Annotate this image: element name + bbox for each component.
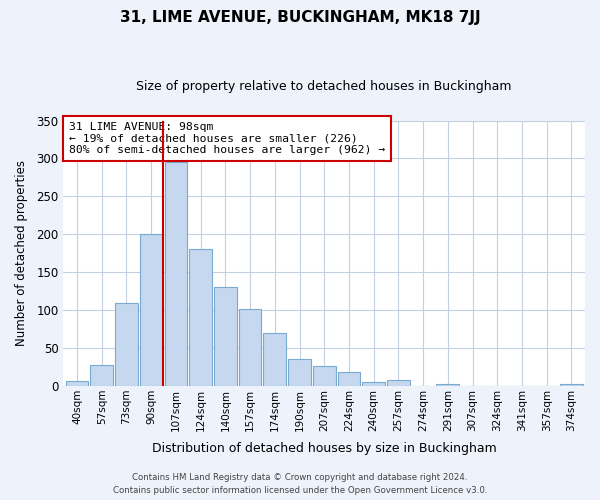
Y-axis label: Number of detached properties: Number of detached properties: [15, 160, 28, 346]
Bar: [313, 366, 335, 386]
Bar: [239, 308, 262, 386]
Bar: [140, 234, 163, 386]
Text: Contains HM Land Registry data © Crown copyright and database right 2024.
Contai: Contains HM Land Registry data © Crown c…: [113, 473, 487, 495]
Bar: [91, 365, 113, 386]
Bar: [65, 380, 88, 386]
Bar: [560, 384, 583, 386]
Bar: [189, 250, 212, 386]
Bar: [214, 288, 237, 386]
Bar: [288, 360, 311, 386]
Bar: [263, 333, 286, 386]
Bar: [338, 372, 361, 386]
Bar: [115, 302, 138, 386]
Bar: [387, 380, 410, 386]
Text: 31, LIME AVENUE, BUCKINGHAM, MK18 7JJ: 31, LIME AVENUE, BUCKINGHAM, MK18 7JJ: [119, 10, 481, 25]
Text: 31 LIME AVENUE: 98sqm
← 19% of detached houses are smaller (226)
80% of semi-det: 31 LIME AVENUE: 98sqm ← 19% of detached …: [68, 122, 385, 155]
X-axis label: Distribution of detached houses by size in Buckingham: Distribution of detached houses by size …: [152, 442, 497, 455]
Bar: [436, 384, 459, 386]
Bar: [362, 382, 385, 386]
Bar: [164, 162, 187, 386]
Title: Size of property relative to detached houses in Buckingham: Size of property relative to detached ho…: [136, 80, 512, 93]
